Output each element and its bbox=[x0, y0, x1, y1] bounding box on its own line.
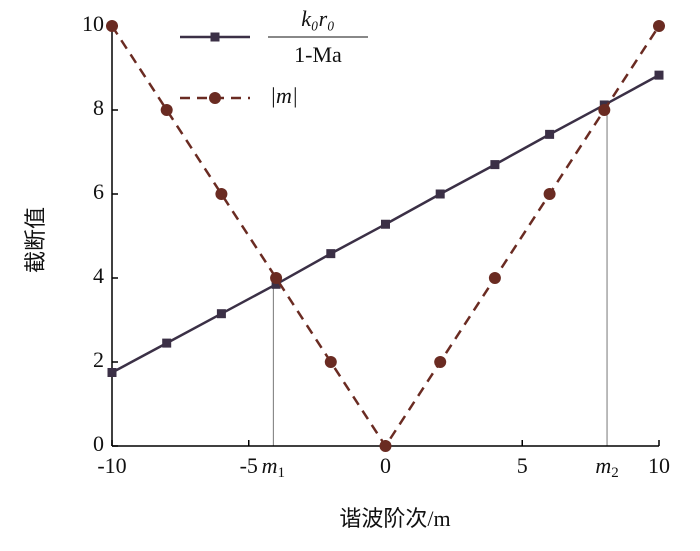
marker bbox=[106, 20, 118, 32]
legend-label: |m| bbox=[270, 83, 298, 108]
legend-marker bbox=[209, 92, 221, 104]
y-tick-label: 8 bbox=[93, 95, 104, 120]
marker bbox=[379, 440, 392, 452]
legend-marker bbox=[210, 32, 220, 42]
marker bbox=[216, 309, 226, 319]
marker bbox=[381, 219, 390, 229]
marker bbox=[653, 20, 665, 32]
marker bbox=[435, 189, 445, 199]
annotation-subscript: 1 bbox=[278, 465, 286, 481]
marker bbox=[326, 249, 336, 259]
marker bbox=[434, 356, 447, 368]
marker bbox=[543, 188, 556, 200]
marker bbox=[215, 188, 228, 200]
marker bbox=[488, 272, 501, 284]
y-tick-label: 2 bbox=[93, 347, 104, 372]
annotation-subscript: 2 bbox=[611, 465, 619, 481]
marker bbox=[654, 70, 664, 80]
marker bbox=[490, 160, 500, 170]
marker bbox=[270, 272, 283, 284]
marker bbox=[545, 129, 555, 139]
marker bbox=[107, 368, 117, 377]
marker bbox=[271, 279, 281, 289]
y-tick-label: 6 bbox=[93, 179, 104, 204]
x-tick-label: 0 bbox=[380, 453, 391, 478]
annotation-letter: m bbox=[262, 453, 278, 478]
x-axis-label: 谐波阶次/m bbox=[339, 506, 450, 531]
annotation-label: m1 bbox=[262, 453, 285, 481]
x-tick-label: 10 bbox=[648, 453, 670, 478]
y-tick-label: 4 bbox=[93, 263, 104, 288]
x-tick-label: 5 bbox=[517, 453, 528, 478]
y-tick-label: 10 bbox=[82, 11, 104, 36]
annotation-label: m2 bbox=[595, 453, 618, 481]
series-line bbox=[110, 25, 661, 449]
marker bbox=[162, 338, 172, 348]
legend-numerator: k₀r₀ bbox=[301, 6, 335, 31]
marker bbox=[160, 104, 173, 116]
legend-denominator: 1-Ma bbox=[294, 42, 342, 67]
x-tick-label: -10 bbox=[97, 453, 126, 478]
annotation-letter: m bbox=[595, 453, 611, 478]
marker bbox=[598, 104, 611, 116]
y-tick-label: 0 bbox=[93, 431, 104, 456]
y-axis-label: 截断值 bbox=[23, 207, 48, 273]
x-tick-label: -5 bbox=[240, 453, 258, 478]
marker bbox=[324, 356, 337, 368]
